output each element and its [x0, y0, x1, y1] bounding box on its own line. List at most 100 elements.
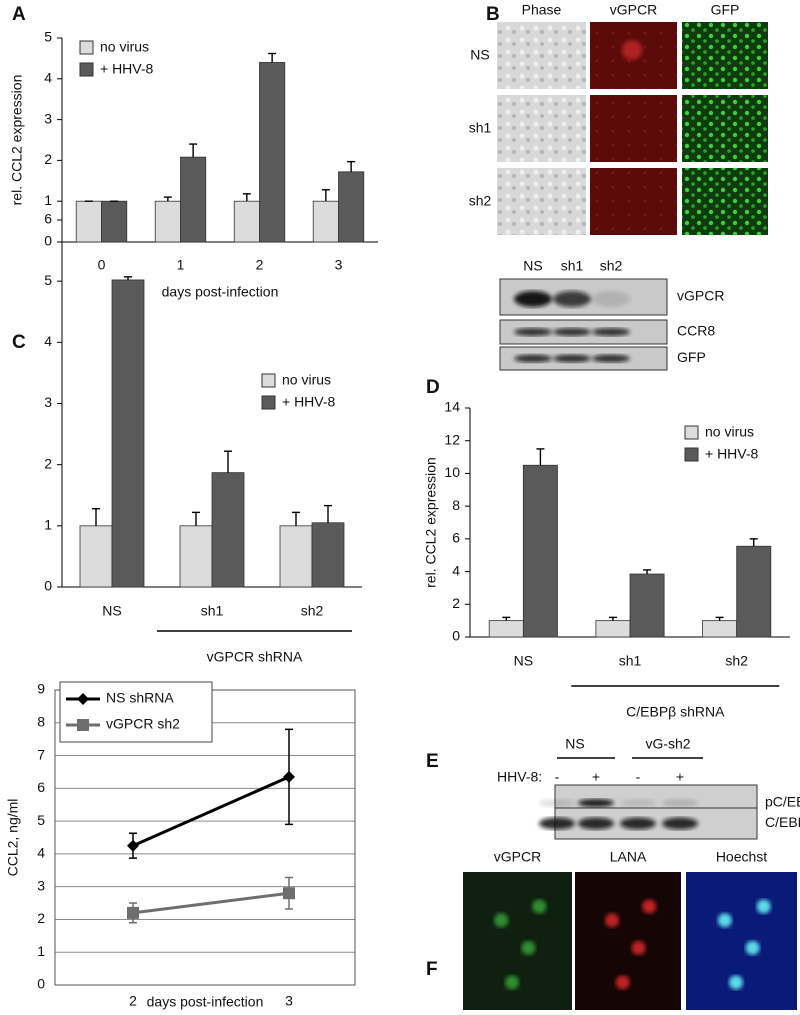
- y-axis-label: rel. CCL2 expression: [423, 457, 439, 588]
- micrograph: [463, 872, 572, 1010]
- blot-band: [578, 817, 614, 830]
- y-tick-label: 2: [452, 595, 460, 611]
- band-label: vGPCR: [677, 288, 724, 304]
- blot-band: [514, 328, 552, 336]
- cell: [494, 913, 509, 928]
- y-tick-label: 1: [44, 517, 52, 533]
- error-bar: [608, 616, 617, 621]
- y-tick-label: 12: [444, 431, 460, 447]
- image-column-label: GFP: [711, 2, 740, 18]
- legend-swatch: [684, 425, 699, 440]
- y-tick-label: 0: [44, 578, 52, 594]
- error-bar: [502, 616, 511, 621]
- blot-band: [578, 799, 614, 807]
- bar: [279, 525, 313, 588]
- cell: [631, 940, 646, 955]
- group-label: vGPCR shRNA: [207, 649, 303, 665]
- error-bar: [749, 538, 758, 547]
- error-bar: [324, 504, 332, 523]
- y-tick-label: 8: [37, 713, 45, 729]
- image-column-label: vGPCR: [610, 2, 657, 18]
- group-label: vG-sh2: [645, 736, 690, 752]
- legend-label: + HHV-8: [100, 61, 154, 77]
- error-bar: [536, 448, 545, 466]
- treatment-sign: +: [676, 769, 684, 785]
- x-tick-label: sh1: [619, 653, 642, 669]
- error-bar: [192, 511, 200, 526]
- y-tick-label: 4: [452, 562, 460, 578]
- error-bar: [643, 569, 652, 575]
- legend-swatch: [261, 373, 276, 388]
- y-tick-label: 9: [37, 681, 45, 697]
- legend-label: NS shRNA: [106, 690, 174, 706]
- y-tick-label: 0: [452, 628, 460, 644]
- blot-band: [553, 291, 591, 307]
- legend-swatch: [261, 395, 276, 410]
- cell: [745, 940, 760, 955]
- cell: [521, 940, 536, 955]
- micrograph: [497, 168, 586, 235]
- micrograph: [497, 95, 586, 162]
- blot-band: [539, 799, 575, 807]
- cell: [505, 975, 520, 990]
- lane-label: NS: [523, 258, 542, 274]
- bar: [338, 171, 365, 243]
- legend-label: + HHV-8: [282, 394, 336, 410]
- blot-band: [514, 291, 552, 307]
- bar: [311, 522, 345, 588]
- y-tick-label: 0: [44, 233, 52, 249]
- group-label: NS: [565, 736, 584, 752]
- y-axis-label: CCL2, ng/ml: [5, 799, 21, 877]
- error-bar: [292, 511, 300, 526]
- group-label: C/EBPβ shRNA: [626, 704, 725, 720]
- y-tick-label: 3: [44, 394, 52, 410]
- x-tick-label: 1: [177, 257, 185, 273]
- x-tick-label: 3: [335, 257, 343, 273]
- y-tick-label: 5: [37, 812, 45, 828]
- micrograph: [497, 22, 586, 89]
- x-tick-label: sh2: [301, 603, 324, 619]
- error-bar: [224, 450, 232, 473]
- point: [283, 770, 295, 783]
- x-tick-label: 0: [98, 257, 106, 273]
- cell: [717, 913, 732, 928]
- image-label: vGPCR: [494, 849, 541, 865]
- panel-letter: F: [426, 959, 438, 980]
- x-tick-label: 3: [285, 993, 293, 1009]
- bar: [180, 156, 207, 243]
- y-tick-label: 10: [444, 464, 460, 480]
- error-bar: [189, 143, 198, 158]
- point: [127, 906, 139, 919]
- error-bar: [92, 508, 100, 526]
- bar: [233, 200, 260, 243]
- cell: [605, 913, 620, 928]
- bar: [522, 464, 558, 638]
- error-bar: [124, 276, 132, 280]
- panel-letter: D: [426, 377, 440, 398]
- image-row-label: sh2: [469, 193, 492, 209]
- legend-label: vGPCR sh2: [106, 716, 180, 732]
- lane-label: sh2: [600, 258, 623, 274]
- y-tick-label: 5: [44, 272, 52, 288]
- image-row-label: NS: [470, 47, 489, 63]
- blot-band: [620, 799, 656, 807]
- blot-band: [514, 354, 552, 363]
- point: [283, 887, 295, 900]
- error-bar: [715, 616, 724, 621]
- legend-label: no virus: [100, 39, 149, 55]
- treatment-sign: -: [555, 769, 560, 785]
- x-tick-label: sh2: [725, 653, 748, 669]
- y-tick-label: 3: [37, 877, 45, 893]
- lane-label: sh1: [561, 258, 584, 274]
- band-label: CCR8: [677, 323, 715, 339]
- cell: [642, 899, 657, 914]
- bar: [488, 620, 524, 638]
- micrograph: [590, 95, 677, 162]
- y-tick-label: 7: [37, 746, 45, 762]
- y-tick-label: 1: [37, 943, 45, 959]
- panel-letter: A: [12, 4, 26, 25]
- x-tick-label: sh1: [201, 603, 224, 619]
- blot-band: [553, 354, 591, 363]
- error-bar: [321, 189, 330, 202]
- band-label: pC/EBPβ: [765, 794, 800, 810]
